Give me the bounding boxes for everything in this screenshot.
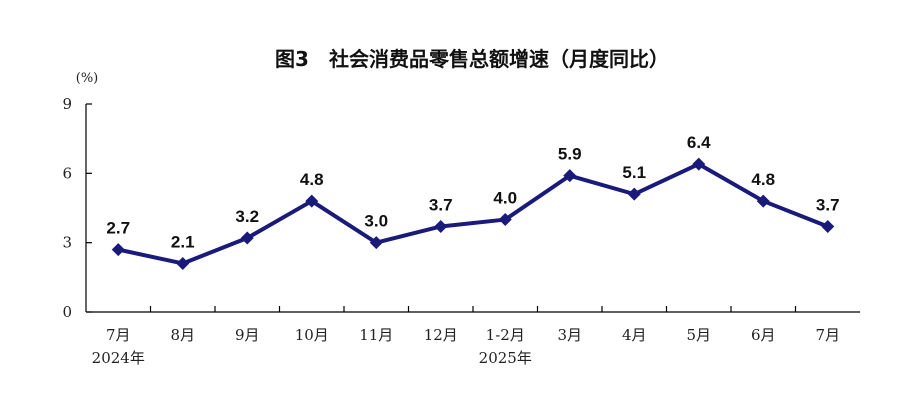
- data-label: 3.0: [364, 212, 388, 231]
- x-tick-label: 6月: [751, 326, 776, 344]
- data-point: [821, 219, 835, 233]
- data-label: 5.1: [622, 163, 646, 182]
- series-layer: 2.7 2.1 3.2 4.8 3.0 3.7 4.0 5.9 5.1 6.4 4.8 3.7: [106, 133, 840, 270]
- y-tick-label: 9: [62, 95, 72, 113]
- y-tick-label: 0: [62, 303, 72, 321]
- y-axis-ticks: 0 3 6 9: [62, 95, 92, 321]
- data-label: 4.8: [300, 170, 324, 189]
- x-axis-ticks: 7月 8月 9月 10月 11月 12月 1-2月 3月 4月 5月 6月 7月 2024年 2025年: [92, 306, 840, 367]
- data-point: [756, 194, 770, 208]
- x-tick-label: 1-2月: [486, 326, 525, 344]
- data-label: 6.4: [687, 133, 711, 152]
- data-point: [240, 231, 254, 245]
- x-year-label: 2024年: [92, 349, 145, 367]
- series-line: [117, 162, 829, 266]
- data-point: [176, 256, 190, 270]
- x-tick-label: 3月: [557, 326, 582, 344]
- data-point: [692, 157, 706, 171]
- data-label: 3.7: [816, 195, 840, 214]
- data-point: [369, 236, 383, 250]
- chart-title: 图3 社会消费品零售总额增速（月度同比）: [275, 47, 669, 71]
- x-tick-label: 7月: [106, 326, 131, 344]
- data-point: [434, 219, 448, 233]
- data-point: [498, 213, 512, 227]
- data-label: 3.7: [429, 195, 453, 214]
- data-point: [305, 194, 319, 208]
- y-tick-label: 6: [62, 164, 72, 182]
- x-tick-label: 12月: [424, 326, 458, 344]
- data-label: 2.1: [171, 232, 195, 251]
- data-point: [627, 187, 641, 201]
- data-label: 3.2: [235, 207, 259, 226]
- y-tick-label: 3: [62, 234, 72, 252]
- x-year-label: 2025年: [479, 349, 532, 367]
- x-tick-label: 5月: [686, 326, 711, 344]
- data-point: [563, 169, 577, 183]
- x-tick-label: 9月: [235, 326, 260, 344]
- data-label: 4.8: [751, 170, 775, 189]
- data-label: 5.9: [558, 145, 582, 164]
- x-tick-label: 7月: [815, 326, 840, 344]
- data-label: 4.0: [493, 189, 517, 208]
- x-tick-label: 8月: [170, 326, 195, 344]
- x-tick-label: 11月: [359, 326, 393, 344]
- x-tick-label: 10月: [295, 326, 329, 344]
- x-tick-label: 4月: [622, 326, 647, 344]
- data-point: [111, 243, 125, 257]
- data-label: 2.7: [106, 219, 130, 238]
- y-axis-unit: (%): [76, 71, 99, 86]
